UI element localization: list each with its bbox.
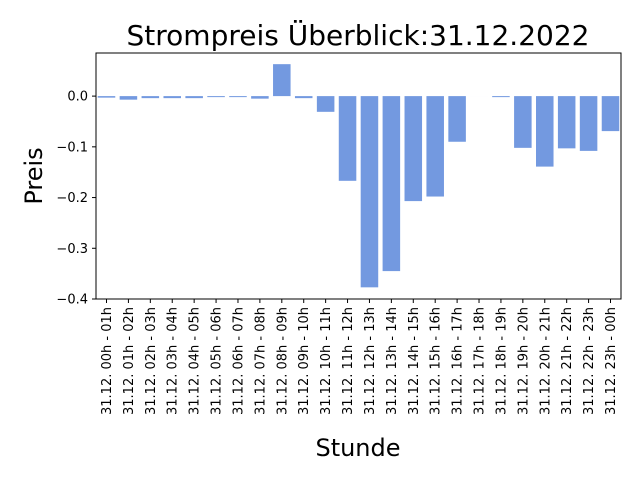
x-tick-label-2: 31.12. 02h - 03h — [144, 307, 159, 415]
x-tick-label-4: 31.12. 04h - 05h — [188, 307, 203, 415]
x-tick-label-14: 31.12. 14h - 15h — [407, 307, 422, 415]
bar-7 — [251, 96, 269, 99]
bar-6 — [229, 96, 247, 98]
x-tick-label-13: 31.12. 13h - 14h — [385, 307, 400, 415]
bar-2 — [141, 96, 160, 99]
x-tick-label-9: 31.12. 09h - 10h — [297, 307, 312, 415]
bar-14 — [404, 96, 423, 202]
x-tick-label-1: 31.12. 01h - 02h — [122, 307, 137, 415]
bar-11 — [338, 96, 357, 181]
y-tick-label-2: −0.2 — [56, 191, 88, 206]
x-axis-label: Stunde — [315, 434, 400, 462]
plot-frame — [95, 52, 622, 300]
bar-21 — [557, 96, 576, 149]
bar-9 — [294, 96, 313, 99]
x-tick-label-0: 31.12. 00h - 01h — [100, 307, 115, 415]
x-tick-label-10: 31.12. 10h - 11h — [319, 307, 334, 415]
x-tick-label-3: 31.12. 03h - 04h — [166, 307, 181, 415]
bar-16 — [448, 96, 466, 142]
x-axis: 31.12. 00h - 01h 31.12. 01h - 02h 31.12. 0… — [100, 299, 619, 415]
bars-group — [97, 64, 620, 288]
x-tick-label-19: 31.12. 19h - 20h — [516, 307, 531, 415]
y-axis-label: Preis — [20, 147, 48, 204]
bar-0 — [97, 96, 116, 98]
bar-10 — [316, 96, 335, 112]
x-tick-label-17: 31.12. 17h - 18h — [473, 307, 488, 415]
bar-23 — [601, 96, 620, 132]
x-tick-label-11: 31.12. 11h - 12h — [341, 307, 356, 415]
bar-4 — [185, 96, 203, 99]
y-tick-label-1: −0.3 — [56, 242, 88, 257]
bar-8 — [273, 64, 291, 97]
bar-22 — [579, 96, 598, 151]
bar-20 — [536, 96, 554, 167]
bar-5 — [207, 96, 225, 98]
x-tick-label-5: 31.12. 05h - 06h — [210, 307, 225, 415]
y-tick-label-3: −0.1 — [56, 140, 88, 155]
y-axis: −0.4 −0.3 −0.2 −0.1 0.0 — [56, 90, 96, 308]
x-tick-label-23: 31.12. 23h - 00h — [604, 307, 619, 415]
x-tick-label-18: 31.12. 18h - 19h — [494, 307, 509, 415]
bar-1 — [119, 96, 138, 100]
bar-18 — [492, 96, 510, 98]
bar-15 — [426, 96, 444, 197]
x-tick-label-12: 31.12. 12h - 13h — [363, 307, 378, 415]
x-tick-label-16: 31.12. 16h - 17h — [451, 307, 466, 415]
x-tick-label-7: 31.12. 07h - 08h — [253, 307, 268, 415]
bar-19 — [514, 96, 532, 148]
y-tick-label-4: 0.0 — [67, 90, 88, 105]
x-tick-label-15: 31.12. 15h - 16h — [429, 307, 444, 415]
x-tick-label-21: 31.12. 21h - 22h — [560, 307, 575, 415]
x-tick-label-8: 31.12. 08h - 09h — [275, 307, 290, 415]
y-tick-label-0: −0.4 — [56, 293, 88, 308]
x-tick-label-22: 31.12. 22h - 23h — [582, 307, 597, 415]
bar-13 — [382, 96, 401, 272]
bar-12 — [360, 96, 379, 288]
chart-title: Strompreis Überblick:31.12.2022 — [127, 18, 590, 52]
bar-3 — [163, 96, 181, 99]
x-tick-label-20: 31.12. 20h - 21h — [538, 307, 553, 415]
x-tick-label-6: 31.12. 06h - 07h — [231, 307, 246, 415]
